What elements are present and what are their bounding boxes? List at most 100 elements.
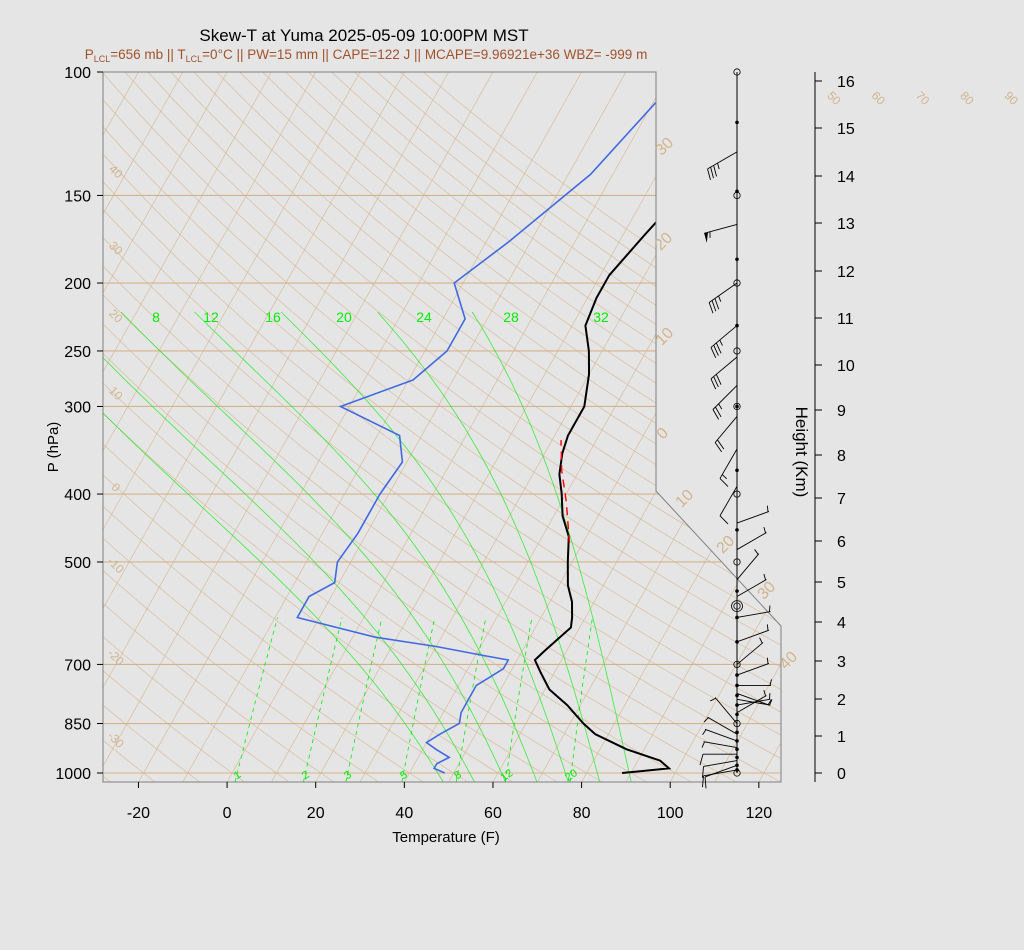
isotherm-label: 60: [869, 89, 889, 109]
wind-barb-feather: [710, 347, 717, 358]
wind-level-dot: [735, 528, 739, 532]
wind-barb-half-feather: [763, 690, 767, 697]
wind-level-dot: [735, 589, 739, 593]
mixing-ratio-label: 8: [452, 769, 464, 782]
y-tick-label: 500: [64, 555, 91, 572]
dry-adiabat-line: [103, 72, 468, 782]
isotherm-line: [138, 72, 538, 782]
mixing-ratio-line: [345, 617, 383, 782]
wind-barb-feather: [702, 766, 704, 778]
wind-barb-staff: [719, 486, 738, 517]
wind-barb-staff: [703, 769, 738, 777]
dry-adiabat-line: [103, 72, 692, 782]
dry-adiabat-line: [103, 72, 781, 782]
wind-level-dot: [735, 189, 739, 194]
y-axis-label: P (hPa): [45, 422, 62, 473]
x-tick-label: 80: [573, 805, 591, 822]
wind-level-ring: [733, 602, 741, 610]
wind-level-dot: [735, 404, 739, 409]
isotherm-line: [103, 72, 272, 782]
isotherm-line: [271, 72, 671, 782]
height-tick-label: 14: [837, 169, 855, 186]
moist-adiabat-label: 16: [265, 309, 281, 325]
dry-adiabat-line: [103, 72, 647, 782]
wind-barb-staff: [736, 693, 770, 706]
isotherm-label: 50: [824, 89, 844, 109]
height-tick-label: 11: [837, 311, 854, 328]
moist-adiabat-label: 24: [416, 309, 432, 325]
dry-adiabat-line: [216, 72, 781, 782]
wind-barb-staff: [719, 448, 738, 479]
series-layer: [296, 72, 781, 774]
mixing-ratio-label: 1: [232, 769, 244, 782]
wind-barb-feather: [708, 302, 714, 314]
wind-barb-feather: [713, 165, 717, 177]
x-tick-label: 0: [223, 805, 232, 822]
wind-level-dot: [735, 257, 739, 262]
wind-barb-staff: [704, 224, 738, 234]
dry-adiabat-line: [124, 72, 781, 782]
wind-barb-feather: [713, 376, 719, 388]
dry-adiabat-line: [103, 72, 781, 782]
dry-adiabat-line: [103, 72, 200, 782]
wind-barb-staff: [736, 642, 764, 665]
mixing-ratio-label: 20: [563, 767, 580, 784]
x-tick-label: 20: [307, 805, 325, 822]
wind-barb-staff: [710, 325, 738, 348]
wind-level-ring: [733, 660, 741, 669]
wind-level-ring: [733, 347, 741, 355]
wind-level-ring: [733, 490, 741, 498]
subtitle-t-val: =0°C || PW=15 mm || CAPE=122 J || MCAPE=…: [202, 47, 647, 62]
chart-title: Skew-T at Yuma 2025-05-09 10:00PM MST: [199, 26, 528, 45]
wind-barb-feather: [702, 775, 704, 788]
height-tick-label: 1: [837, 729, 846, 746]
wind-barb-staff: [712, 385, 738, 410]
dry-adiabat-line: [170, 72, 781, 782]
isotherm-line: [847, 72, 1024, 782]
height-tick-label: 4: [837, 615, 846, 632]
isotherm-line: [315, 72, 715, 782]
dry-adiabat-line: [103, 72, 558, 782]
y-tick-label: 300: [64, 399, 91, 416]
moist-adiabat-line: [280, 311, 569, 782]
wind-barb-feather: [707, 168, 711, 181]
isotherm-line: [936, 72, 1024, 782]
wind-level-dot: [735, 755, 739, 760]
moist-adiabat-line: [103, 311, 475, 782]
dry-adiabat-line: [103, 72, 603, 782]
wind-barb-staff: [736, 532, 767, 550]
chart-subtitle: PLCL=656 mb || TLCL=0°C || PW=15 mm || C…: [85, 47, 648, 64]
mixing-ratio-label: 5: [398, 769, 410, 782]
wind-barb-staff: [714, 697, 738, 724]
wind-barb-half-feather: [754, 549, 759, 555]
wind-barb-staff: [736, 611, 771, 618]
height-tick-label: 9: [837, 403, 846, 420]
height-tick-label: 5: [837, 575, 846, 592]
y-tick-label: 850: [64, 717, 91, 734]
y-tick-label: 250: [64, 344, 91, 361]
wind-barb-feather: [711, 300, 717, 312]
wind-level-dot: [735, 468, 739, 473]
moist-adiabat-line: [377, 311, 601, 782]
wind-barb-staff: [736, 629, 770, 643]
wind-level-ring: [733, 68, 741, 76]
dry-adiabat-line: [103, 72, 781, 782]
wind-barb-feather: [704, 776, 707, 789]
wind-barb-staff: [736, 695, 767, 713]
wind-barb-half-feather: [767, 699, 772, 705]
dry-adiabat-line: [103, 72, 513, 782]
wind-barb-half-feather: [719, 339, 723, 346]
subtitle-t-sub: LCL: [186, 54, 203, 64]
isotherm-line: [103, 72, 494, 782]
x-tick-label: 120: [745, 805, 772, 822]
moist-adiabat-label: 28: [503, 309, 519, 325]
wind-barb-staff: [703, 760, 738, 767]
wind-barb-half-feather: [701, 741, 705, 748]
wind-barb-staff: [736, 579, 767, 597]
y-tick-label: 150: [64, 188, 91, 205]
wind-barb-half-feather: [717, 163, 720, 170]
wind-barb-half-feather: [766, 624, 769, 631]
mixing-ratio-line: [455, 617, 487, 782]
height-tick-label: 12: [837, 264, 855, 281]
